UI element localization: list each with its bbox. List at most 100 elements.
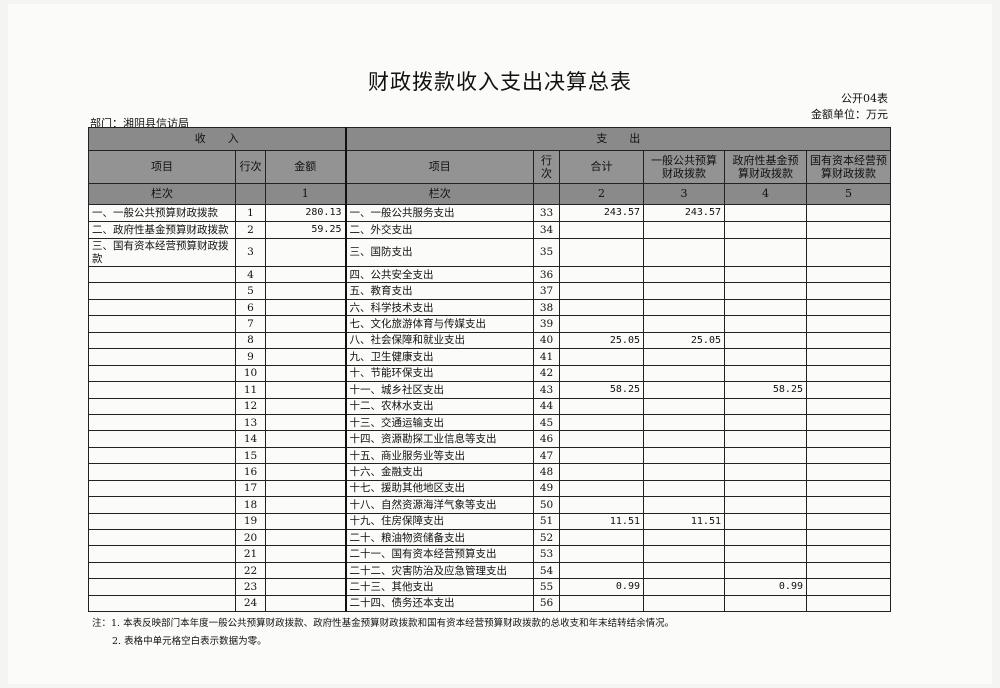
- cell-total: [559, 282, 644, 300]
- note-2: 2. 表格中单元格空白表示数据为零。: [112, 636, 267, 647]
- table-row: 15 十五、商业服务业等支出 47: [88, 446, 891, 465]
- cell-state-capital: [806, 512, 891, 531]
- cell-out-item: 一、一般公共服务支出: [344, 204, 534, 222]
- cell-in-amt: [265, 381, 346, 399]
- table-row: 20 二十、粮油物资储备支出 52: [88, 528, 891, 547]
- cell-in-amt: [265, 397, 346, 415]
- cell-gov-fund: [724, 528, 807, 547]
- table-row: 4 四、公共安全支出 36: [88, 265, 891, 284]
- cell-out-item: 二十三、其他支出: [344, 578, 534, 596]
- cell-out-item: 四、公共安全支出: [344, 265, 534, 284]
- table-row: 21 二十一、国有资本经营预算支出 53: [88, 545, 891, 563]
- cell-general: [643, 496, 725, 514]
- notes: 注：1. 本表反映部门本年度一般公共预算财政拨款、政府性基金预算财政拨款和国有资…: [92, 615, 674, 651]
- cell-general: [643, 265, 725, 284]
- cell-out-no: 45: [533, 413, 560, 432]
- cell-out-item: 十九、住房保障支出: [344, 512, 534, 531]
- table-row: 24 二十四、债务还本支出 56: [88, 594, 891, 613]
- cell-in-amt: [265, 512, 346, 531]
- cell-total: 25.05: [559, 331, 644, 350]
- cell-in-no: 3: [235, 238, 266, 267]
- col-label: 栏次: [88, 183, 236, 205]
- cell-out-item: 十八、自然资源海洋气象等支出: [344, 496, 534, 514]
- page-title: 财政拨款收入支出决算总表: [368, 70, 632, 94]
- cell-in-amt: [265, 364, 346, 383]
- cell-state-capital: [806, 397, 891, 415]
- cell-total: [559, 348, 644, 366]
- cell-in-item: [88, 528, 236, 547]
- cell-gov-fund: [724, 204, 807, 222]
- cell-total: [559, 298, 644, 317]
- cell-total: [559, 221, 644, 239]
- cell-out-no: 50: [533, 496, 560, 514]
- cell-total: [559, 545, 644, 563]
- cell-in-amt: [265, 496, 346, 514]
- cell-out-no: 47: [533, 446, 560, 465]
- cell-out-item: 十四、资源勘探工业信息等支出: [344, 430, 534, 448]
- cell-in-item: 二、政府性基金预算财政拨款: [88, 221, 236, 239]
- cell-in-amt: [265, 528, 346, 547]
- cell-in-item: 一、一般公共预算财政拨款: [88, 204, 236, 222]
- cell-gov-fund: 0.99: [724, 578, 807, 596]
- cell-in-item: [88, 594, 236, 613]
- cell-gov-fund: [724, 282, 807, 300]
- budget-table: 收 入 支 出 项目 行次 金额 项目 行次 合计 一般公共预算财政拨款 政府性…: [88, 127, 891, 613]
- cell-in-amt: [265, 413, 346, 432]
- cell-in-no: 19: [235, 512, 266, 531]
- col-amount: 金额: [265, 150, 346, 184]
- cell-out-item: 二、外交支出: [344, 221, 534, 239]
- table-row: 12 十二、农林水支出 44: [88, 397, 891, 415]
- cell-in-item: [88, 463, 236, 481]
- cell-out-no: 55: [533, 578, 560, 596]
- cell-out-no: 52: [533, 528, 560, 547]
- cell-total: [559, 479, 644, 498]
- cell-in-no: 7: [235, 315, 266, 333]
- cell-state-capital: [806, 348, 891, 366]
- cell-in-item: [88, 545, 236, 563]
- cell-general: [643, 446, 725, 465]
- cell-in-amt: [265, 594, 346, 613]
- col-row-no: 行次: [235, 150, 266, 184]
- cell-general: 243.57: [643, 204, 725, 222]
- cell-state-capital: [806, 463, 891, 481]
- cell-in-no: 1: [235, 204, 266, 222]
- cell-out-no: 53: [533, 545, 560, 563]
- col-number: 1: [265, 183, 346, 205]
- cell-general: [643, 578, 725, 596]
- col-number: 5: [806, 183, 891, 205]
- cell-in-amt: [265, 479, 346, 498]
- col-out-row-no: 行次: [533, 150, 560, 184]
- cell-out-item: 八、社会保障和就业支出: [344, 331, 534, 350]
- cell-out-item: 十一、城乡社区支出: [344, 381, 534, 399]
- note-1: 注：1. 本表反映部门本年度一般公共预算财政拨款、政府性基金预算财政拨款和国有资…: [92, 618, 675, 629]
- cell-in-amt: [265, 238, 346, 267]
- cell-in-item: [88, 446, 236, 465]
- table-row: 11 十一、城乡社区支出 43 58.25 58.25: [88, 381, 891, 399]
- col-gov-fund: 政府性基金预算财政拨款: [724, 150, 807, 184]
- cell-in-no: 15: [235, 446, 266, 465]
- cell-in-amt: [265, 545, 346, 563]
- cell-in-item: [88, 578, 236, 596]
- cell-in-item: [88, 397, 236, 415]
- empty-cell: [235, 183, 266, 205]
- cell-out-no: 43: [533, 381, 560, 399]
- cell-total: 11.51: [559, 512, 644, 531]
- cell-out-item: 二十、粮油物资储备支出: [344, 528, 534, 547]
- cell-gov-fund: [724, 221, 807, 239]
- cell-total: [559, 265, 644, 284]
- cell-gov-fund: [724, 479, 807, 498]
- table-row: 二、政府性基金预算财政拨款 2 59.25 二、外交支出 34: [88, 221, 891, 239]
- cell-gov-fund: [724, 238, 807, 267]
- cell-out-item: 二十二、灾害防治及应急管理支出: [344, 561, 534, 580]
- cell-out-no: 51: [533, 512, 560, 531]
- cell-in-item: [88, 430, 236, 448]
- cell-total: [559, 496, 644, 514]
- department: 部门：湘阴县信访局: [90, 117, 189, 130]
- cell-out-no: 34: [533, 221, 560, 239]
- cell-general: 25.05: [643, 331, 725, 350]
- cell-out-no: 41: [533, 348, 560, 366]
- col-number: 4: [724, 183, 807, 205]
- cell-general: [643, 381, 725, 399]
- cell-general: [643, 430, 725, 448]
- cell-state-capital: [806, 298, 891, 317]
